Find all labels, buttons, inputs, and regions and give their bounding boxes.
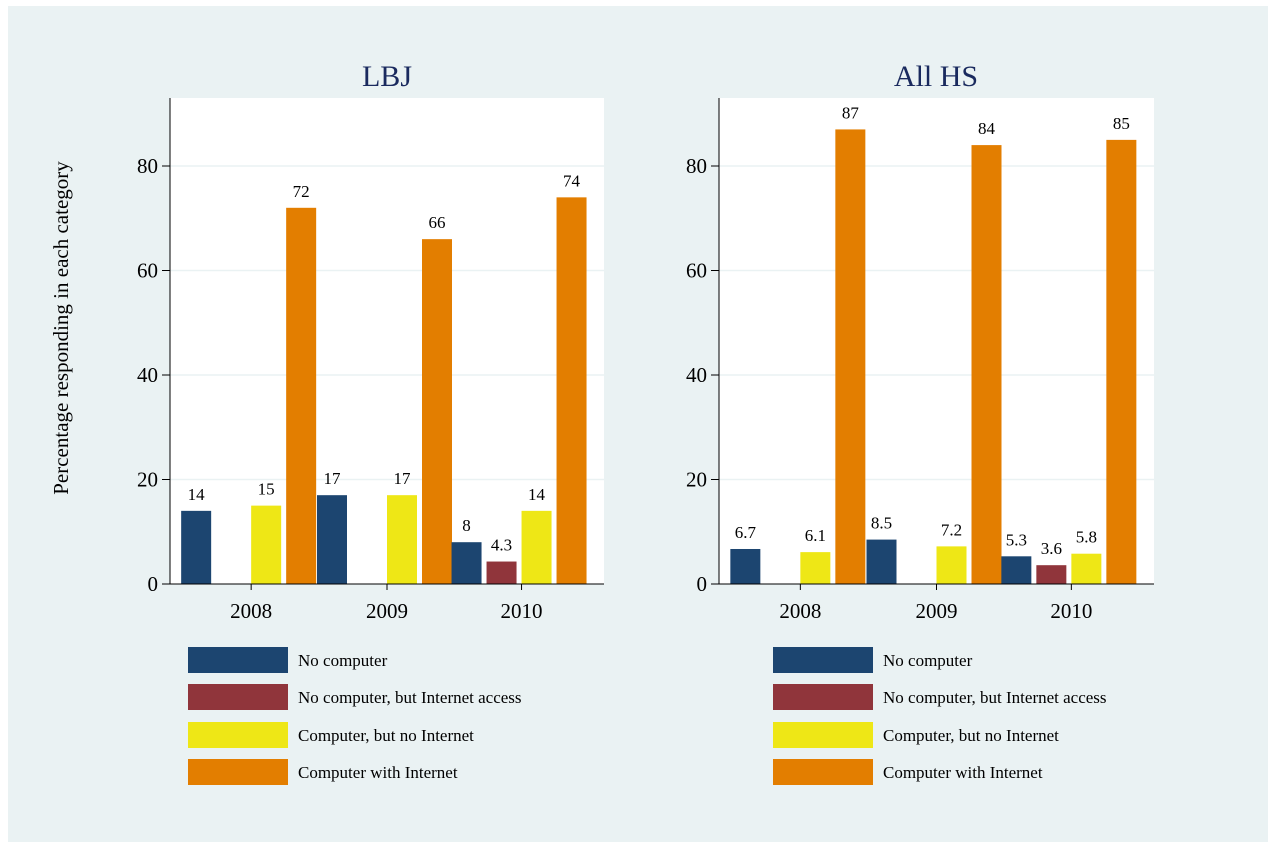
bar: [800, 552, 831, 584]
data-label: 6.1: [805, 526, 826, 545]
legend-label: No computer: [883, 651, 973, 670]
legend-swatch: [188, 647, 288, 673]
data-label: 87: [842, 103, 860, 122]
bar: [521, 510, 552, 584]
x-tick-label: 2008: [779, 599, 821, 623]
bar: [317, 495, 347, 584]
data-label: 6.7: [735, 523, 757, 542]
chart-title: LBJ: [362, 60, 412, 93]
data-label: 8.5: [871, 514, 892, 533]
bar: [1001, 556, 1032, 584]
y-axis-label: Percentage responding in each category: [49, 161, 73, 495]
y-tick-label: 20: [137, 468, 158, 492]
chart-title: All HS: [894, 60, 978, 93]
data-label: 14: [528, 485, 546, 504]
bar: [936, 546, 967, 584]
bar: [181, 510, 212, 584]
x-tick-label: 2010: [1050, 599, 1092, 623]
y-tick-label: 60: [137, 259, 158, 283]
legend-label: No computer, but Internet access: [298, 688, 522, 707]
legend-label: Computer with Internet: [298, 763, 458, 782]
y-tick-label: 60: [686, 259, 707, 283]
chart-panel-1: LBJ 0 20 40 60 80 14 15 72 2008 17 17 66 2009 8 4.3 14 74…: [137, 60, 604, 785]
plot-area: [719, 98, 1154, 584]
chart-panel-2: All HS 0 20 40 60 80 6.7 6.1 87 2008 8.5 7.2 84 2009 5…: [686, 60, 1154, 785]
legend-swatch: [773, 647, 873, 673]
data-label: 85: [1113, 114, 1130, 133]
data-label: 3.6: [1041, 539, 1062, 558]
legend-label: No computer, but Internet access: [883, 688, 1107, 707]
legend-swatch: [188, 684, 288, 710]
x-tick-label: 2010: [501, 599, 543, 623]
bar: [422, 239, 452, 584]
y-tick-label: 0: [697, 572, 708, 596]
data-label: 74: [563, 171, 581, 190]
y-tick-label: 40: [137, 363, 158, 387]
legend: No computer No computer, but Internet acc…: [773, 647, 1107, 785]
x-tick-label: 2009: [366, 599, 408, 623]
y-tick-label: 80: [137, 154, 158, 178]
y-tick-label: 40: [686, 363, 707, 387]
data-label: 7.2: [941, 520, 962, 539]
legend-swatch: [773, 722, 873, 748]
data-label: 5.3: [1006, 530, 1027, 549]
bar: [486, 561, 517, 584]
legend-label: Computer with Internet: [883, 763, 1043, 782]
bar: [866, 539, 897, 584]
legend-swatch: [188, 722, 288, 748]
bar: [835, 129, 866, 585]
data-label: 84: [978, 119, 996, 138]
y-tick-label: 80: [686, 154, 707, 178]
legend-label: No computer: [298, 651, 388, 670]
bar: [451, 542, 482, 584]
data-label: 4.3: [491, 536, 512, 555]
x-tick-label: 2009: [916, 599, 958, 623]
legend-label: Computer, but no Internet: [298, 726, 474, 745]
legend-swatch: [773, 684, 873, 710]
chart-canvas: Percentage responding in each category L…: [49, 60, 1154, 785]
bar: [387, 495, 417, 584]
legend: No computer No computer, but Internet acc…: [188, 647, 522, 785]
data-label: 14: [188, 485, 206, 504]
bar: [286, 207, 317, 585]
y-tick-label: 0: [148, 572, 159, 596]
data-label: 72: [293, 182, 310, 201]
bar: [1106, 139, 1137, 584]
bar: [556, 197, 587, 584]
data-label: 66: [429, 213, 446, 232]
data-label: 17: [324, 469, 342, 488]
data-label: 8: [462, 516, 471, 535]
bar: [971, 145, 1002, 584]
y-tick-label: 20: [686, 468, 707, 492]
bar: [730, 548, 761, 584]
legend-label: Computer, but no Internet: [883, 726, 1059, 745]
data-label: 17: [394, 469, 412, 488]
bar: [1071, 553, 1102, 584]
data-label: 15: [258, 480, 275, 499]
legend-swatch: [188, 759, 288, 785]
data-label: 5.8: [1076, 528, 1097, 547]
x-tick-label: 2008: [230, 599, 272, 623]
figure: Percentage responding in each category L…: [8, 6, 1268, 842]
bar: [251, 505, 282, 584]
legend-swatch: [773, 759, 873, 785]
bar: [1036, 565, 1067, 584]
